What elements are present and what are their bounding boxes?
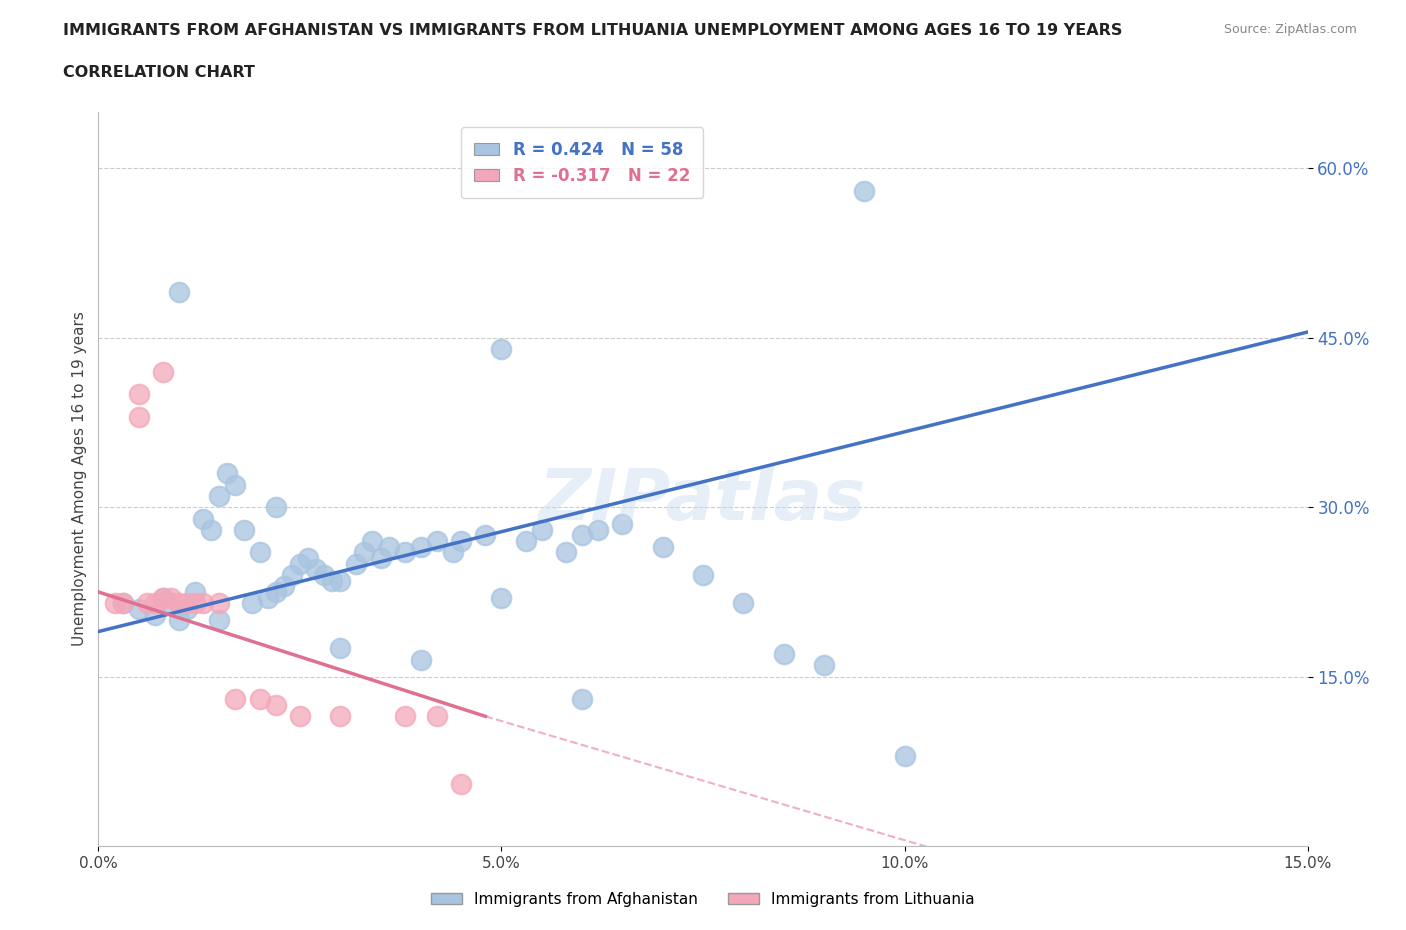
Point [370,551,392,565]
Y-axis label: Unemployment Among Ages 16 to 19 years: Unemployment Among Ages 16 to 19 years [72,312,87,646]
Text: IMMIGRANTS FROM AFGHANISTAN VS IMMIGRANTS FROM LITHUANIA UNEMPLOYMENT AMONG AGES: IMMIGRANTS FROM AFGHANISTAN VS IMMIGRANT… [63,23,1122,38]
Point [297,551,319,565]
Point [426,534,449,549]
Point [264,698,287,712]
Text: CORRELATION CHART: CORRELATION CHART [63,65,254,80]
Point [426,709,449,724]
Point [555,545,578,560]
Point [128,387,150,402]
Point [152,591,174,605]
Point [491,591,513,605]
Legend: R = 0.424   N = 58, R = -0.317   N = 22: R = 0.424 N = 58, R = -0.317 N = 22 [461,127,703,198]
Point [167,613,190,628]
Point [394,709,416,724]
Point [184,596,207,611]
Point [128,409,150,424]
Point [329,573,352,588]
Point [853,183,876,198]
Point [128,602,150,617]
Point [224,477,246,492]
Point [217,466,239,481]
Point [176,602,198,617]
Point [450,777,472,791]
Legend: Immigrants from Afghanistan, Immigrants from Lithuania: Immigrants from Afghanistan, Immigrants … [425,886,981,913]
Point [409,652,432,667]
Point [329,709,352,724]
Point [208,613,231,628]
Point [167,596,190,611]
Point [152,591,174,605]
Point [273,578,295,593]
Point [200,523,222,538]
Point [184,585,207,600]
Point [813,658,835,673]
Point [160,591,183,605]
Point [305,562,328,577]
Point [143,607,166,622]
Point [288,556,311,571]
Point [111,596,134,611]
Point [249,545,271,560]
Point [152,365,174,379]
Point [344,556,367,571]
Point [240,596,263,611]
Point [160,596,183,611]
Point [733,596,755,611]
Point [893,749,915,764]
Point [264,585,287,600]
Point [176,596,198,611]
Point [612,517,634,532]
Point [450,534,472,549]
Point [515,534,537,549]
Point [409,539,432,554]
Point [530,523,553,538]
Point [651,539,673,554]
Point [232,523,254,538]
Point [571,528,593,543]
Point [224,692,246,707]
Point [377,539,399,554]
Point [249,692,271,707]
Point [441,545,464,560]
Point [167,285,190,299]
Point [135,596,157,611]
Point [586,523,609,538]
Point [491,341,513,356]
Point [193,512,215,526]
Point [474,528,496,543]
Point [208,488,231,503]
Point [208,596,231,611]
Point [329,641,352,656]
Point [394,545,416,560]
Point [288,709,311,724]
Point [321,573,343,588]
Point [193,596,215,611]
Text: ZIPatlas: ZIPatlas [540,467,866,536]
Point [103,596,125,611]
Point [281,567,304,582]
Point [256,591,278,605]
Point [361,534,384,549]
Point [353,545,375,560]
Point [111,596,134,611]
Text: Source: ZipAtlas.com: Source: ZipAtlas.com [1223,23,1357,36]
Point [143,596,166,611]
Point [772,646,794,661]
Point [571,692,593,707]
Point [264,499,287,514]
Point [314,567,336,582]
Point [692,567,714,582]
